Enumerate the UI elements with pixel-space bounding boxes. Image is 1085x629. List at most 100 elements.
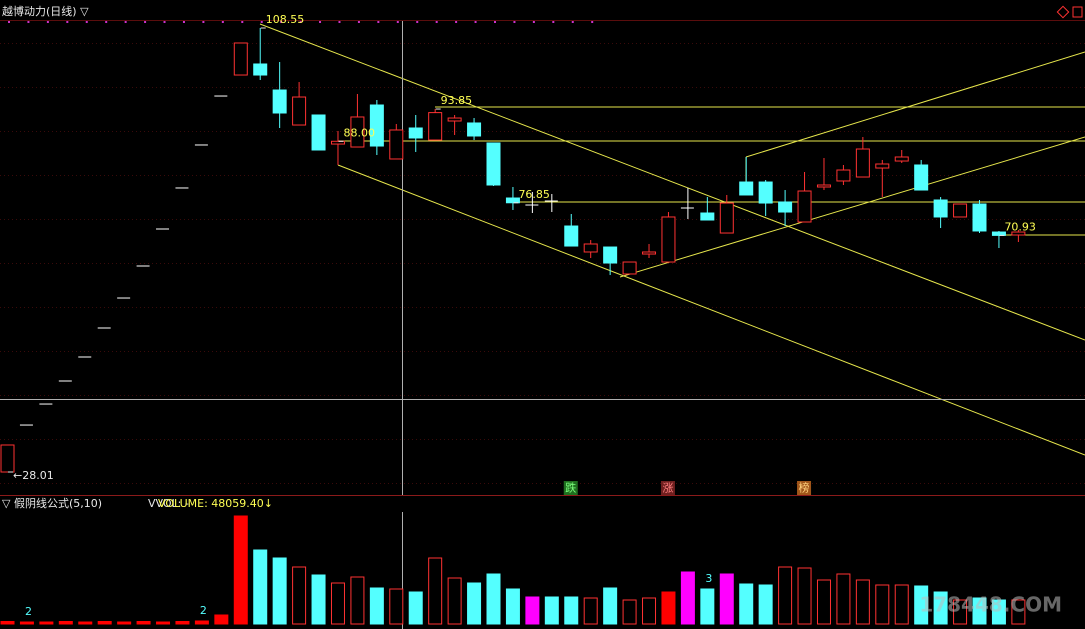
volume-bar [758,584,773,625]
volume-marker: 2 [25,605,32,618]
candle-body [369,104,384,147]
candle-body [486,142,501,186]
trend-lines [259,23,1085,456]
volume-bar [175,621,190,625]
top-dot [338,21,341,23]
volume-bar [467,582,482,625]
top-dot [319,21,322,23]
volume-bar [855,579,870,625]
volume-bar [233,515,248,625]
volume-bar [778,566,793,625]
candle-body [1011,231,1026,236]
volume-bar [583,597,598,625]
volume-bar [58,621,73,625]
top-dot [435,21,438,23]
volume-bar [39,621,54,625]
volume-bar [428,557,443,625]
candle-body [914,164,929,191]
volume-bar [991,599,1006,625]
volume-bar [330,582,345,625]
top-dot [124,21,127,23]
event-badge [797,481,812,495]
volume-bar [214,614,229,625]
volume-bar [156,621,171,625]
candle-body [894,156,909,162]
price-annotation: 76.85 [518,188,550,201]
candle-body [603,246,618,264]
volume-bar [311,574,326,625]
trend-line [745,51,1085,158]
candle-body [311,114,326,151]
price-annotation: 88.00 [343,126,375,139]
top-dot [416,21,419,23]
volume-bar [661,591,676,625]
volume-bar [797,567,812,625]
vvol-label: VVOL: - [148,497,189,510]
volume-bar [505,588,520,625]
candle-body [330,140,345,145]
candle-body [622,261,637,275]
candle-body [428,112,443,141]
volume-bar [408,591,423,625]
volume-bar [253,549,268,625]
volume-bar [1011,599,1026,625]
top-dot [241,21,244,23]
candle-body [253,63,268,76]
candle-body [933,199,948,218]
top-dot [163,21,166,23]
volume-bar [739,583,754,625]
price-annotation: ←28.01 [13,469,54,482]
volume-bar [816,579,831,625]
event-label: 涨 [662,482,673,495]
top-dot [8,21,10,23]
volume-bar [19,621,34,625]
volume-bar [836,573,851,625]
icon-diamond[interactable] [1056,5,1070,19]
candle-body [564,225,579,247]
volume-bar [564,596,579,625]
icon-square[interactable] [1072,6,1083,18]
candle-body [855,148,870,178]
top-dot [532,21,535,23]
volume-bar [525,596,540,625]
candle-body [739,181,754,196]
price-annotation: 70.93 [1004,220,1035,233]
volume-bar [117,621,132,625]
volume-bar [544,596,559,625]
candle-body [797,190,812,223]
volume-bar [894,584,909,625]
candle-body [719,202,734,234]
volume-bar [719,573,734,625]
volume-bar [622,599,637,625]
top-dot [144,21,147,23]
volume-bar [389,588,404,625]
top-dot [299,21,302,23]
candle-body [350,116,365,148]
candle-body [953,203,968,218]
top-dot [494,21,496,23]
top-dot [260,21,263,23]
watermark: 178448.COM [919,593,1062,617]
top-dot [513,21,516,23]
price-annotation: 108.55 [266,13,305,26]
top-dot [85,21,88,23]
top-dot [571,21,574,23]
candle-body [758,181,773,204]
volume-panel: 2 2 3 [0,515,1026,625]
candle-body [875,163,890,169]
event-label: 跌 [565,481,576,495]
event-label: 榜 [799,481,810,495]
top-dot [202,21,205,23]
price-panel: 108.55 93.85 88.00 76.85 70.93 ←28.01 跌 涨 榜 [0,13,1036,495]
top-dot [280,21,283,23]
volume-bar [486,573,501,625]
trend-line [619,136,1085,278]
volume-bar [972,597,987,625]
volume-bar [78,621,93,625]
candle-body [505,197,520,204]
top-dot [66,21,69,23]
volume-bar [136,621,151,625]
